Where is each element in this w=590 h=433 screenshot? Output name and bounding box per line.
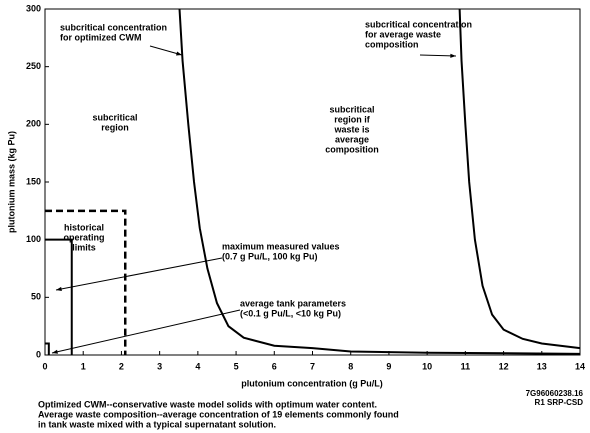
x-tick-label: 4 [195, 361, 200, 371]
arrow [55, 257, 223, 291]
x-axis-label: plutonium concentration (g Pu/L) [241, 378, 383, 388]
limit-box [45, 342, 50, 355]
arrowhead [52, 349, 58, 354]
annotation: (<0.1 g Pu/L, <10 kg Pu) [240, 308, 341, 318]
figure-id: 7G96060238.16 [526, 389, 584, 398]
x-tick-label: 5 [234, 361, 239, 371]
y-tick-label: 200 [26, 119, 41, 129]
x-tick-label: 6 [272, 361, 277, 371]
annotation: limits [72, 242, 96, 252]
note: Average waste composition--average conce… [38, 409, 399, 419]
annotation: for optimized CWM [60, 32, 142, 42]
y-tick-label: 150 [26, 176, 41, 186]
x-tick-label: 2 [119, 361, 124, 371]
annotation: composition [325, 144, 379, 154]
arrowhead [56, 286, 62, 291]
annotation: subcritical concentration [60, 22, 167, 32]
annotation: subcritical [329, 104, 374, 114]
annotation: composition [365, 39, 419, 49]
y-tick-label: 250 [26, 61, 41, 71]
x-tick-label: 0 [42, 361, 47, 371]
x-tick-label: 13 [537, 361, 547, 371]
annotation: operating [63, 232, 104, 242]
x-tick-label: 1 [81, 361, 86, 371]
x-tick-label: 12 [499, 361, 509, 371]
figure-id: R1 SRP-CSD [535, 398, 584, 407]
note: in tank waste mixed with a typical super… [38, 419, 276, 429]
annotation: for average waste [365, 29, 441, 39]
x-tick-label: 11 [461, 361, 471, 371]
arrow [51, 309, 241, 354]
annotation: region if [334, 114, 371, 124]
limit-box [45, 209, 127, 355]
curve [458, 8, 581, 350]
annotation: subcritical [92, 112, 137, 122]
x-tick-label: 8 [348, 361, 353, 371]
y-tick-label: 300 [26, 3, 41, 13]
arrowhead [450, 53, 456, 58]
annotation: (0.7 g Pu/L, 100 kg Pu) [222, 251, 318, 261]
annotation: historical [64, 222, 104, 232]
annotation: average tank parameters [240, 298, 346, 308]
annotation: subcritical concentration [365, 19, 472, 29]
annotation: region [101, 122, 129, 132]
annotation: maximum measured values [222, 241, 340, 251]
y-tick-label: 100 [26, 234, 41, 244]
arrow [419, 54, 457, 57]
annotation: waste is [333, 124, 369, 134]
note: Optimized CWM--conservative waste model … [38, 399, 377, 409]
limit-box [45, 238, 73, 355]
arrowhead [176, 51, 182, 56]
y-tick-label: 50 [31, 292, 41, 302]
x-tick-label: 3 [157, 361, 162, 371]
x-tick-label: 14 [575, 361, 585, 371]
y-axis-label: plutonium mass (kg Pu) [6, 131, 16, 233]
y-tick-label: 0 [36, 349, 41, 359]
x-tick-label: 7 [310, 361, 315, 371]
curve [178, 8, 581, 355]
x-tick-label: 9 [386, 361, 391, 371]
annotation: average [335, 134, 369, 144]
x-tick-label: 10 [422, 361, 432, 371]
